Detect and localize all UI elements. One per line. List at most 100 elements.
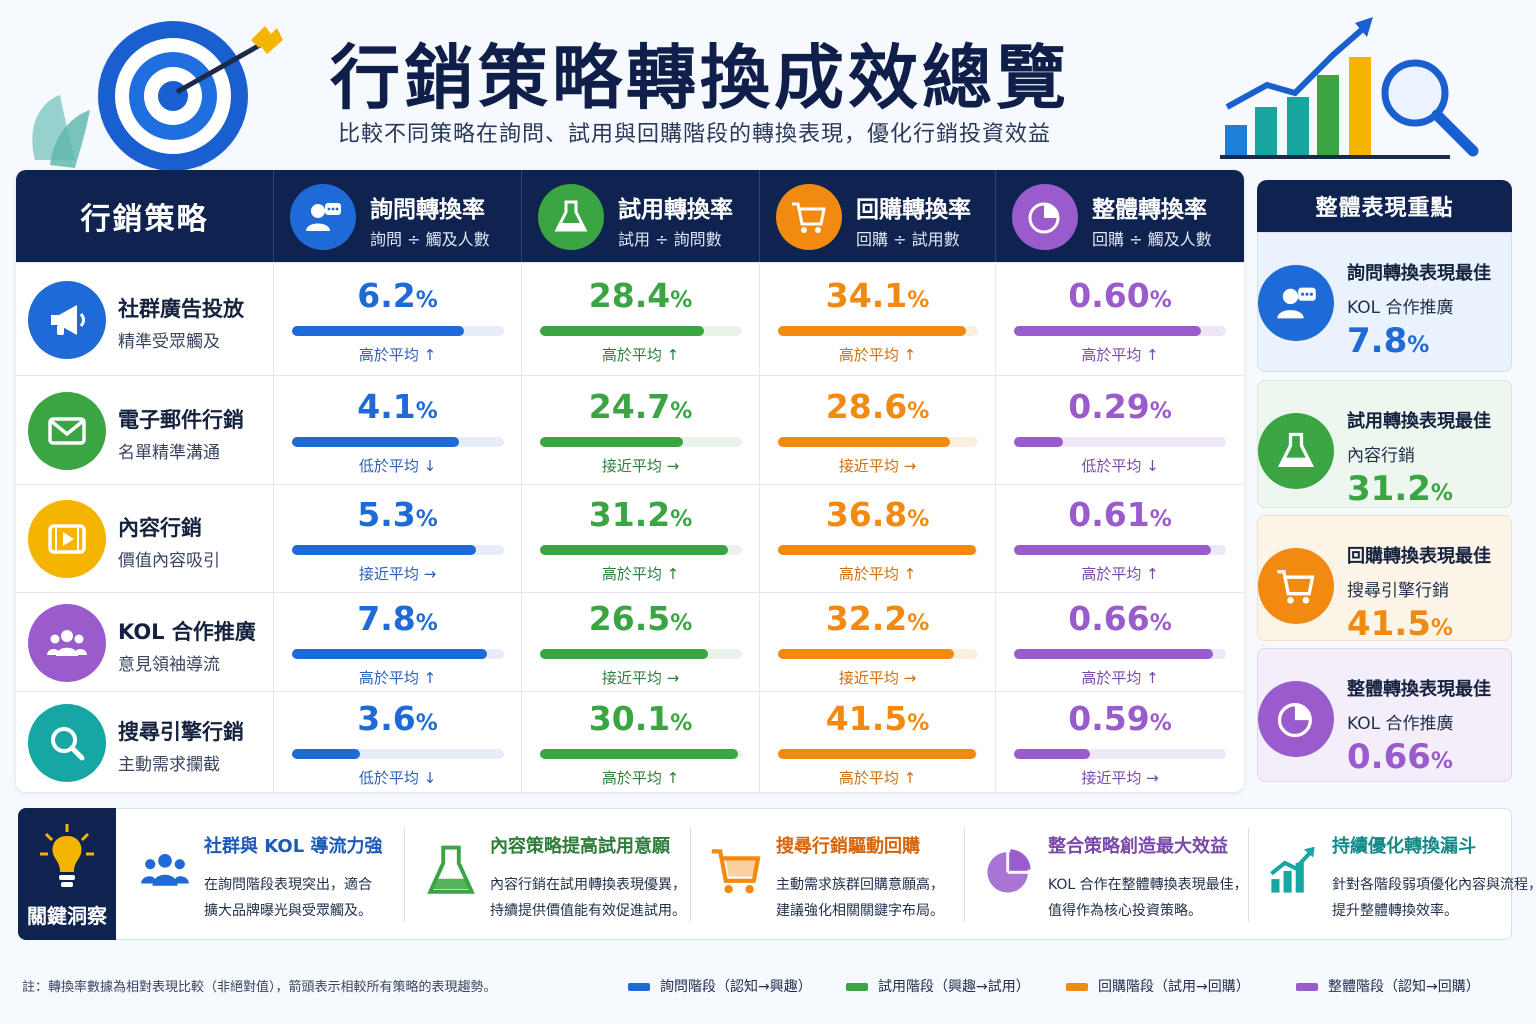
progress-fill [540, 326, 704, 336]
metric-cell: 6.2% 高於平均 ↑ [274, 263, 522, 375]
insight-divider [404, 828, 405, 922]
metric-cell: 28.4% 高於平均 ↑ [522, 263, 760, 375]
progress-track [540, 649, 742, 659]
metric-unit: % [1149, 399, 1172, 424]
progress-track [540, 437, 742, 447]
metric-number: 41.5 [825, 699, 908, 738]
metric-value: 0.59% [996, 699, 1244, 738]
card-title: 詢問轉換表現最佳 [1347, 263, 1491, 284]
metric-unit: % [670, 711, 693, 736]
metric-number: 6.2 [357, 276, 416, 315]
metric-value: 5.3% [274, 495, 521, 534]
insight-item: 社群與 KOL 導流力強在詢問階段表現突出，適合 擴大品牌曝光與受眾觸及。 [134, 820, 384, 930]
progress-fill [778, 545, 976, 555]
progress-fill [1014, 437, 1063, 447]
progress-fill [292, 545, 476, 555]
megaphone-icon [28, 281, 106, 359]
metric-unit: % [670, 611, 693, 636]
table-header: 行銷策略 詢問轉換率 詢問 ÷ 觸及人數 試用轉換率 試用 ÷ 詢問數 回購轉換… [16, 170, 1244, 262]
strategy-cell: 內容行銷 價值內容吸引 [16, 485, 274, 592]
metric-value: 41.5% [760, 699, 995, 738]
metric-unit: % [670, 507, 693, 532]
metric-number: 32.2 [825, 599, 908, 638]
column-header-inquiry: 詢問轉換率 詢問 ÷ 觸及人數 [274, 170, 522, 262]
metric-unit: % [907, 711, 930, 736]
progress-fill [292, 326, 464, 336]
metric-value: 24.7% [522, 387, 759, 426]
pie-icon [1258, 681, 1334, 757]
insight-line: 在詢問階段表現突出，適合 [204, 877, 372, 893]
chat-user-icon [1258, 265, 1334, 341]
group-icon [28, 604, 106, 682]
insight-title: 社群與 KOL 導流力強 [204, 836, 383, 857]
metric-value: 26.5% [522, 599, 759, 638]
progress-fill [540, 749, 738, 759]
insight-title: 內容策略提高試用意願 [490, 836, 670, 857]
metric-number: 4.1 [357, 387, 416, 426]
legend-label: 回購階段（試用→回購） [1098, 979, 1250, 995]
metric-unit: % [415, 288, 438, 313]
card-number: 0.66 [1347, 737, 1431, 777]
insight-line: 值得作為核心投資策略。 [1048, 903, 1202, 919]
metric-cell: 31.2% 高於平均 ↑ [522, 485, 760, 592]
highlight-card: 整體轉換表現最佳 KOL 合作推廣 0.66% [1257, 648, 1512, 782]
progress-fill [540, 437, 683, 447]
progress-track [778, 649, 978, 659]
legend-swatch [628, 983, 650, 991]
insight-line: 建議強化相關關鍵字布局。 [776, 903, 944, 919]
metric-unit: % [415, 399, 438, 424]
metric-unit: % [907, 288, 930, 313]
metric-number: 24.7 [588, 387, 671, 426]
strategy-desc: 精準受眾觸及 [118, 332, 220, 352]
table-row: 內容行銷 價值內容吸引 5.3% 接近平均 → 31.2% 高於平均 ↑ 36.8% 高於平均… [16, 484, 1244, 592]
metric-number: 0.29 [1068, 387, 1150, 426]
trend-label: 高於平均 ↑ [1081, 669, 1159, 687]
metric-value: 32.2% [760, 599, 995, 638]
metric-number: 0.59 [1068, 699, 1150, 738]
metric-value: 0.60% [996, 276, 1244, 315]
trend-label: 高於平均 ↑ [838, 565, 917, 583]
column-formula: 詢問 ÷ 觸及人數 [370, 230, 490, 249]
strategy-name: 社群廣告投放 [118, 297, 244, 321]
insight-title: 搜尋行銷驅動回購 [776, 836, 920, 857]
metric-unit: % [1149, 507, 1172, 532]
metric-number: 28.4 [588, 276, 671, 315]
metric-number: 0.61 [1068, 495, 1150, 534]
progress-fill [778, 437, 950, 447]
trend-label: 高於平均 ↑ [838, 346, 917, 364]
strategy-name: KOL 合作推廣 [118, 620, 256, 644]
progress-fill [292, 437, 459, 447]
card-title: 整體轉換表現最佳 [1347, 679, 1491, 700]
metric-value: 28.6% [760, 387, 995, 426]
progress-track [292, 649, 504, 659]
chat-user-icon [290, 184, 356, 250]
card-strategy: KOL 合作推廣 [1347, 298, 1454, 318]
trend-label: 低於平均 ↓ [358, 769, 437, 787]
metric-number: 7.8 [357, 599, 416, 638]
trend-label: 高於平均 ↑ [601, 346, 680, 364]
strategy-cell: 社群廣告投放精準受眾觸及 [16, 263, 274, 375]
metric-cell: 0.61% 高於平均 ↑ [996, 485, 1244, 592]
metric-unit: % [907, 611, 930, 636]
card-value: 41.5% [1347, 604, 1453, 644]
insight-line: 擴大品牌曝光與受眾觸及。 [204, 903, 372, 919]
column-title: 整體轉換率 [1092, 197, 1207, 223]
progress-track [778, 326, 978, 336]
metric-cell: 0.66% 高於平均 ↑ [996, 593, 1244, 691]
metric-value: 4.1% [274, 387, 521, 426]
flask-icon [420, 840, 482, 902]
metric-unit: % [1149, 611, 1172, 636]
metric-cell: 28.6% 接近平均 → [760, 376, 996, 484]
trend-label: 接近平均 → [1081, 769, 1159, 787]
page-subtitle: 比較不同策略在詢問、試用與回購階段的轉換表現，優化行銷投資效益 [338, 122, 1052, 147]
legend-label: 詢問階段（認知→興趣） [660, 979, 812, 995]
strategy-column-header: 行銷策略 [16, 170, 274, 262]
table-row: 社群廣告投放 精準受眾觸及 6.2% 高於平均 ↑ 28.4% 高於平均 ↑ 34.1% 高於… [16, 262, 1244, 375]
progress-fill [540, 649, 708, 659]
metric-number: 30.1 [588, 699, 671, 738]
insight-text: 在詢問階段表現突出，適合 擴大品牌曝光與受眾觸及。 [204, 872, 372, 924]
card-unit: % [1430, 481, 1453, 506]
metric-unit: % [670, 288, 693, 313]
column-header-overall: 整體轉換率 回購 ÷ 觸及人數 [996, 170, 1244, 262]
metric-unit: % [1149, 288, 1172, 313]
